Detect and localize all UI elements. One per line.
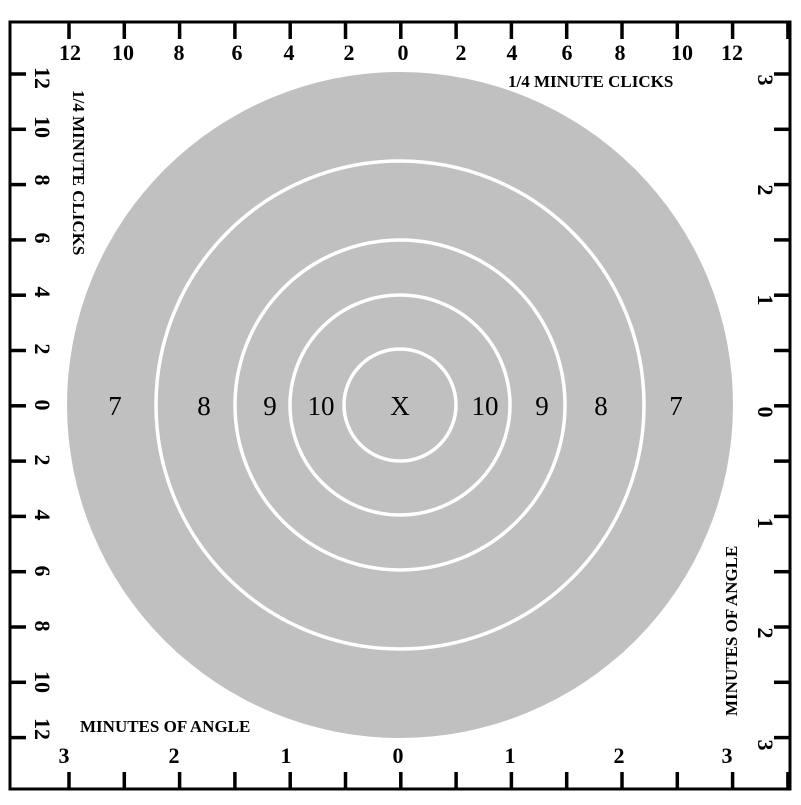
ring-score-labels: 7 8 9 10 X 10 9 8 7 — [108, 391, 683, 421]
top-click-label: 0 — [398, 40, 409, 65]
bottom-moa-scale: 3 2 1 0 1 2 3 — [59, 743, 733, 768]
top-click-label: 8 — [615, 40, 626, 65]
ring-label: 10 — [472, 391, 499, 421]
bottom-moa-label: 1 — [505, 743, 516, 768]
bottom-tick-marks — [67, 772, 790, 789]
top-tick-marks — [67, 22, 790, 39]
left-click-label: 4 — [30, 287, 55, 298]
bottom-moa-label: 2 — [169, 743, 180, 768]
ring-9 — [233, 238, 567, 572]
top-click-label: 2 — [456, 40, 467, 65]
top-click-label: 4 — [507, 40, 518, 65]
top-click-label: 10 — [112, 40, 134, 65]
ring-label: 8 — [197, 391, 211, 421]
ring-10 — [288, 293, 512, 517]
left-click-label: 2 — [30, 455, 55, 466]
left-click-label: 8 — [30, 621, 55, 632]
top-click-scale: 12 10 8 6 4 2 0 2 4 6 8 10 12 — [59, 40, 743, 65]
left-click-label: 2 — [30, 344, 55, 355]
left-click-label: 10 — [30, 671, 55, 693]
bottom-moa-label: 0 — [393, 743, 404, 768]
left-click-scale: 12 10 8 6 4 2 0 2 4 6 8 10 12 — [30, 67, 55, 740]
bottom-moa-label: 1 — [281, 743, 292, 768]
bottom-moa-label: 3 — [59, 743, 70, 768]
top-click-label: 6 — [232, 40, 243, 65]
right-moa-label: 1 — [753, 518, 778, 529]
left-click-label: 12 — [30, 718, 55, 740]
top-click-label: 6 — [562, 40, 573, 65]
top-click-label: 4 — [284, 40, 295, 65]
ring-label: 7 — [108, 391, 122, 421]
top-click-label: 12 — [721, 40, 743, 65]
right-caption: MINUTES OF ANGLE — [722, 546, 741, 716]
left-click-label: 6 — [30, 566, 55, 577]
left-click-label: 4 — [30, 510, 55, 521]
left-caption: 1/4 MINUTE CLICKS — [69, 90, 88, 255]
left-click-label: 12 — [30, 67, 55, 89]
left-click-label: 8 — [30, 175, 55, 186]
center-x-label: X — [390, 391, 410, 421]
ring-label: 7 — [669, 391, 683, 421]
ring-label: 9 — [535, 391, 549, 421]
left-click-label: 10 — [30, 116, 55, 138]
right-moa-scale: 3 2 1 0 1 2 3 — [753, 75, 778, 751]
right-moa-label: 1 — [753, 295, 778, 306]
bottom-caption: MINUTES OF ANGLE — [80, 717, 250, 736]
bottom-moa-label: 3 — [722, 743, 733, 768]
top-click-label: 8 — [174, 40, 185, 65]
target-disc — [67, 72, 733, 738]
ring-x — [342, 347, 458, 463]
left-click-label: 0 — [30, 400, 55, 411]
bottom-moa-label: 2 — [614, 743, 625, 768]
top-click-label: 10 — [671, 40, 693, 65]
right-moa-label: 3 — [753, 740, 778, 751]
top-click-label: 12 — [59, 40, 81, 65]
right-moa-label: 2 — [753, 185, 778, 196]
left-click-label: 6 — [30, 233, 55, 244]
ring-label: 9 — [263, 391, 277, 421]
left-tick-marks — [10, 72, 26, 740]
right-moa-label: 3 — [753, 75, 778, 86]
right-tick-marks — [774, 72, 790, 740]
ring-8 — [154, 159, 646, 651]
ring-label: 8 — [594, 391, 608, 421]
top-caption: 1/4 MINUTE CLICKS — [508, 72, 673, 91]
right-moa-label: 0 — [753, 407, 778, 418]
right-moa-label: 2 — [753, 628, 778, 639]
ring-label: 10 — [308, 391, 335, 421]
top-click-label: 2 — [344, 40, 355, 65]
